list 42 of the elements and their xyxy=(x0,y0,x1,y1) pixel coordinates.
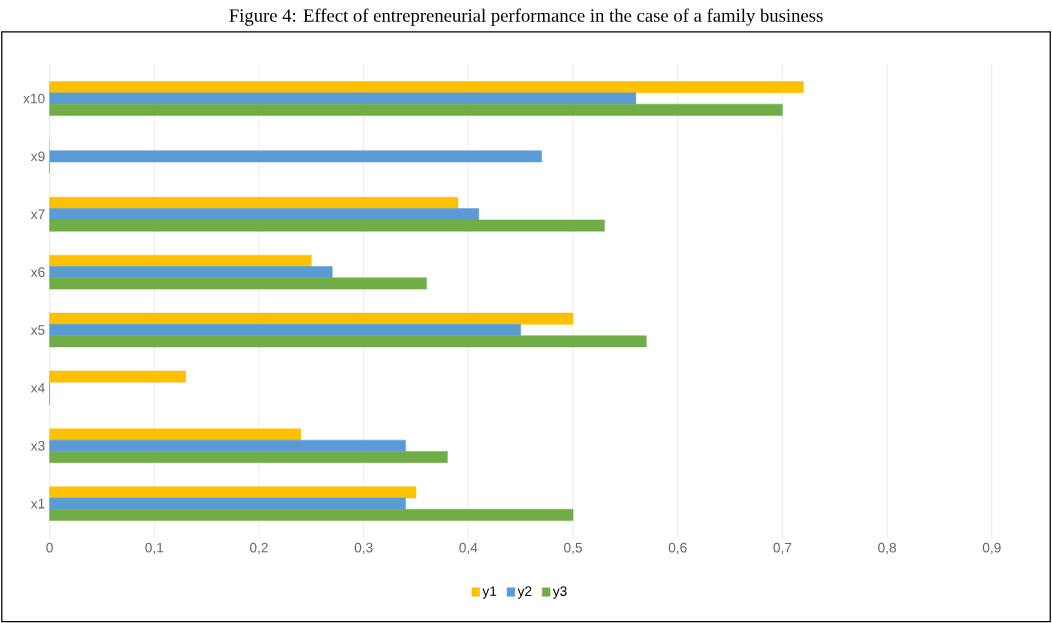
bar xyxy=(49,323,521,336)
bar xyxy=(49,208,480,220)
x-tick-label: 0,8 xyxy=(878,542,897,554)
y-tick-label: x7 xyxy=(30,209,45,219)
bar xyxy=(49,508,574,521)
legend-label: y3 xyxy=(552,586,567,599)
bar xyxy=(49,450,448,463)
bar xyxy=(49,439,406,452)
x-tick-label: 0,7 xyxy=(773,542,792,554)
bar xyxy=(49,312,574,325)
x-tick-label: 0,5 xyxy=(564,542,582,554)
legend-label: y1 xyxy=(482,586,497,599)
bar xyxy=(49,81,804,93)
bar xyxy=(49,103,783,116)
bar xyxy=(49,219,605,232)
bar xyxy=(49,254,312,267)
x-tick-label: 0,4 xyxy=(459,542,478,554)
y-tick-label: x3 xyxy=(30,440,45,451)
x-tick-label: 0,3 xyxy=(354,542,373,554)
x-tick-label: 0,1 xyxy=(145,542,164,554)
bar xyxy=(49,486,417,499)
bar xyxy=(49,428,302,441)
bar xyxy=(49,335,647,348)
x-tick-label: 0,9 xyxy=(982,542,1001,554)
y-tick-label: x1 xyxy=(30,498,45,509)
x-tick-label: 0,6 xyxy=(668,542,687,554)
legend-label: y2 xyxy=(517,586,532,599)
y-tick-label: x9 xyxy=(30,151,45,162)
x-tick-label: 0 xyxy=(46,542,53,553)
chart-title: Figure 4: Effect of entrepreneurial performance in the case of a family business xyxy=(229,8,823,26)
bar xyxy=(49,370,186,383)
bar xyxy=(49,277,427,290)
bar xyxy=(49,196,459,209)
y-tick-label: x5 xyxy=(30,325,45,335)
x-tick-label: 0,2 xyxy=(249,542,268,554)
bar xyxy=(49,266,333,278)
y-tick-label: x6 xyxy=(30,267,45,277)
bar xyxy=(49,150,542,163)
y-tick-label: x10 xyxy=(23,93,45,104)
bar xyxy=(49,92,637,105)
y-tick-label: x4 xyxy=(30,383,45,393)
bar xyxy=(49,497,406,510)
